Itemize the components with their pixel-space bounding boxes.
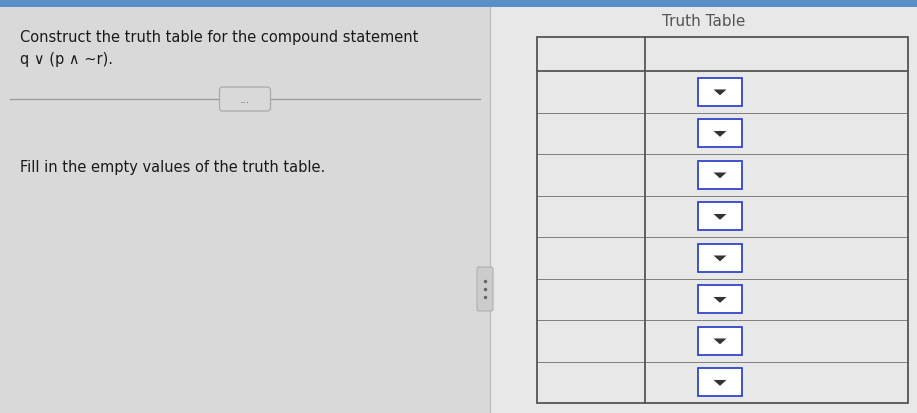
FancyBboxPatch shape	[537, 154, 908, 196]
FancyBboxPatch shape	[698, 78, 742, 107]
FancyBboxPatch shape	[698, 203, 742, 231]
Polygon shape	[713, 90, 726, 96]
Text: F: F	[580, 209, 590, 224]
Text: Fill in the empty values of the truth table.: Fill in the empty values of the truth ta…	[20, 159, 326, 175]
Text: F: F	[550, 333, 559, 349]
Text: T: T	[611, 85, 620, 100]
Text: F: F	[611, 209, 619, 224]
Text: q: q	[580, 47, 590, 62]
Text: T: T	[611, 333, 620, 349]
Text: T: T	[580, 251, 590, 266]
Text: F: F	[611, 292, 619, 307]
Text: p: p	[550, 47, 559, 62]
Text: F: F	[611, 375, 619, 390]
FancyBboxPatch shape	[698, 120, 742, 148]
FancyBboxPatch shape	[537, 362, 908, 403]
FancyBboxPatch shape	[698, 161, 742, 190]
FancyBboxPatch shape	[537, 38, 908, 72]
Text: F: F	[580, 333, 590, 349]
Text: T: T	[580, 85, 590, 100]
FancyBboxPatch shape	[698, 327, 742, 355]
Text: T: T	[550, 209, 559, 224]
Text: q ∨ (p ∧ ∼r): q ∨ (p ∧ ∼r)	[731, 47, 823, 62]
FancyBboxPatch shape	[0, 0, 917, 8]
FancyBboxPatch shape	[537, 320, 908, 362]
Text: Construct the truth table for the compound statement: Construct the truth table for the compou…	[20, 30, 418, 45]
Text: T: T	[611, 251, 620, 266]
FancyBboxPatch shape	[537, 237, 908, 279]
Text: T: T	[580, 126, 590, 141]
FancyBboxPatch shape	[537, 279, 908, 320]
FancyBboxPatch shape	[537, 72, 908, 113]
Polygon shape	[713, 132, 726, 138]
FancyBboxPatch shape	[219, 88, 271, 112]
FancyBboxPatch shape	[698, 368, 742, 396]
Text: F: F	[580, 375, 590, 390]
FancyBboxPatch shape	[698, 244, 742, 272]
Polygon shape	[713, 173, 726, 179]
Text: T: T	[550, 168, 559, 183]
Text: r: r	[612, 47, 618, 62]
Text: F: F	[550, 375, 559, 390]
Text: F: F	[550, 251, 559, 266]
FancyBboxPatch shape	[537, 196, 908, 237]
FancyBboxPatch shape	[698, 285, 742, 313]
FancyBboxPatch shape	[0, 8, 490, 413]
Polygon shape	[713, 214, 726, 220]
Text: T: T	[550, 126, 559, 141]
Polygon shape	[713, 297, 726, 303]
Text: F: F	[611, 126, 619, 141]
Text: T: T	[580, 292, 590, 307]
Text: Truth Table: Truth Table	[662, 14, 746, 29]
Text: F: F	[580, 168, 590, 183]
Text: T: T	[611, 168, 620, 183]
Polygon shape	[713, 339, 726, 344]
Text: F: F	[550, 292, 559, 307]
FancyBboxPatch shape	[537, 113, 908, 154]
Text: ...: ...	[240, 95, 250, 105]
FancyBboxPatch shape	[490, 8, 917, 413]
Polygon shape	[713, 380, 726, 386]
Polygon shape	[713, 256, 726, 262]
Text: q ∨ (p ∧ ∼r).: q ∨ (p ∧ ∼r).	[20, 52, 113, 67]
FancyBboxPatch shape	[477, 267, 493, 311]
Text: T: T	[550, 85, 559, 100]
